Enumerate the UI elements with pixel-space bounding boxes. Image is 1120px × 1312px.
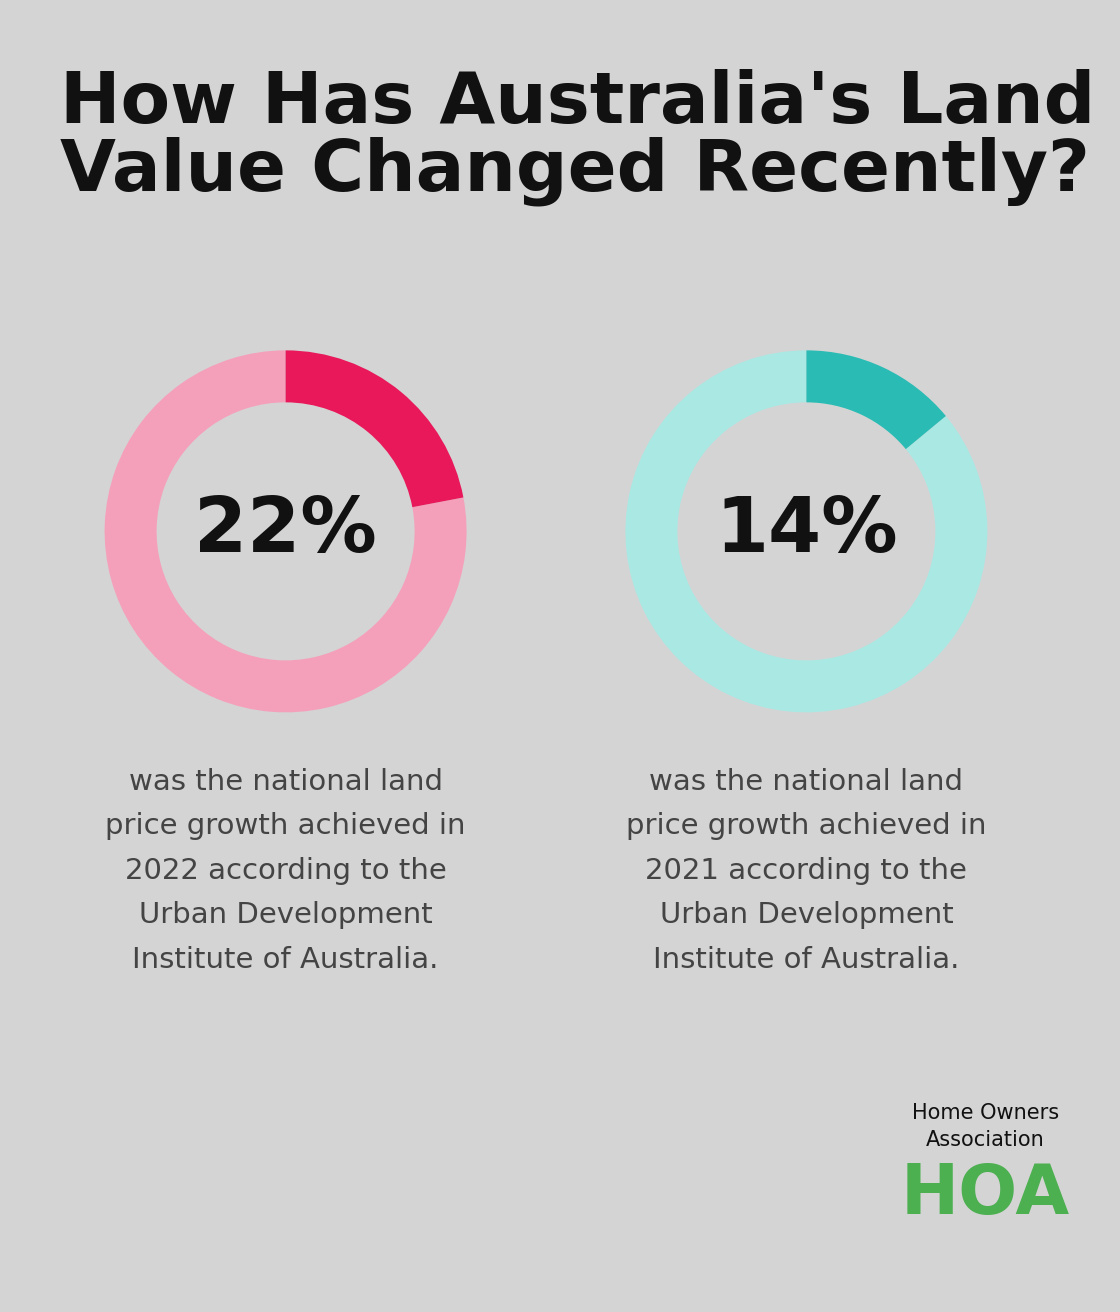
Wedge shape	[625, 350, 988, 712]
Text: was the national land
price growth achieved in
2021 according to the
Urban Devel: was the national land price growth achie…	[626, 768, 987, 974]
Text: Home Owners
Association: Home Owners Association	[912, 1103, 1060, 1149]
Text: How Has Australia's Land: How Has Australia's Land	[60, 68, 1095, 138]
Text: HOA: HOA	[900, 1161, 1071, 1228]
Text: Value Changed Recently?: Value Changed Recently?	[60, 136, 1090, 206]
Text: 14%: 14%	[715, 495, 898, 568]
Wedge shape	[806, 350, 946, 449]
Wedge shape	[286, 350, 464, 508]
Text: 22%: 22%	[194, 495, 377, 568]
Text: was the national land
price growth achieved in
2022 according to the
Urban Devel: was the national land price growth achie…	[105, 768, 466, 974]
Wedge shape	[104, 350, 467, 712]
